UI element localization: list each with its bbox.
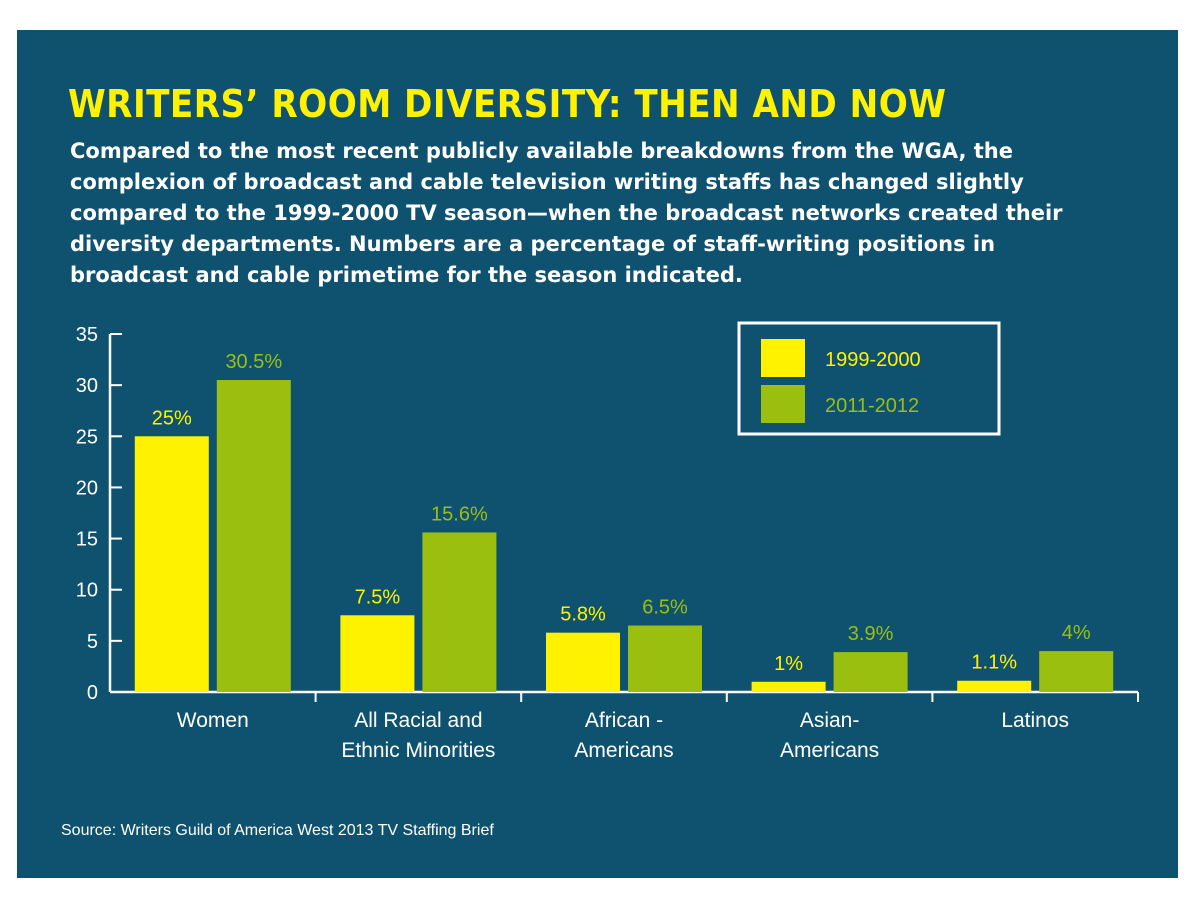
y-tick-label: 15	[76, 529, 98, 551]
x-category-label: Americans	[574, 739, 673, 762]
bar-2011-2012	[628, 625, 702, 692]
y-tick-label: 35	[76, 324, 98, 346]
x-category-label: Asian-	[800, 709, 860, 732]
bar-1999-2000	[134, 436, 209, 692]
data-label: 25%	[152, 407, 192, 429]
data-label: 3.9%	[848, 623, 894, 645]
source-note: Source: Writers Guild of America West 20…	[61, 822, 494, 839]
y-tick-label: 0	[87, 682, 98, 704]
bar-1999-2000	[546, 632, 620, 692]
data-label: 7.5%	[355, 586, 401, 608]
bar-1999-2000	[957, 680, 1032, 692]
legend-box	[737, 321, 1001, 436]
bar-1999-2000	[751, 681, 826, 692]
data-label: 5.8%	[560, 604, 606, 626]
legend-label: 2011-2012	[825, 395, 919, 417]
y-tick-label: 25	[76, 426, 98, 448]
data-label: 6.5%	[642, 597, 688, 619]
x-category-label: Women	[177, 709, 249, 732]
chart-subtitle: Compared to the most recent publicly ava…	[70, 139, 1063, 287]
y-tick-label: 5	[87, 631, 98, 653]
x-category-label: Latinos	[1001, 709, 1069, 732]
y-tick-label: 30	[76, 375, 98, 397]
bar-2011-2012	[216, 380, 291, 692]
data-label: 30.5%	[225, 351, 282, 373]
chart-panel	[17, 30, 1178, 878]
legend-swatch	[761, 339, 805, 377]
data-label: 15.6%	[431, 503, 488, 525]
x-category-label: Americans	[780, 739, 879, 762]
x-category-label: Ethnic Minorities	[341, 739, 495, 762]
data-label: 4%	[1062, 622, 1091, 644]
bar-2011-2012	[833, 652, 908, 692]
x-category-label: African -	[585, 709, 663, 732]
data-label: 1.1%	[971, 652, 1017, 674]
bar-2011-2012	[1039, 651, 1114, 692]
legend-label: 1999-2000	[825, 349, 921, 371]
bar-2011-2012	[422, 532, 497, 692]
data-label: 1%	[774, 653, 803, 675]
y-tick-label: 10	[76, 580, 98, 602]
y-tick-label: 20	[76, 477, 98, 499]
chart-title: WRITERS’ ROOM DIVERSITY: THEN AND NOW	[68, 82, 947, 126]
bar-1999-2000	[340, 615, 415, 692]
x-category-label: All Racial and	[354, 709, 482, 732]
legend-swatch	[761, 385, 805, 423]
